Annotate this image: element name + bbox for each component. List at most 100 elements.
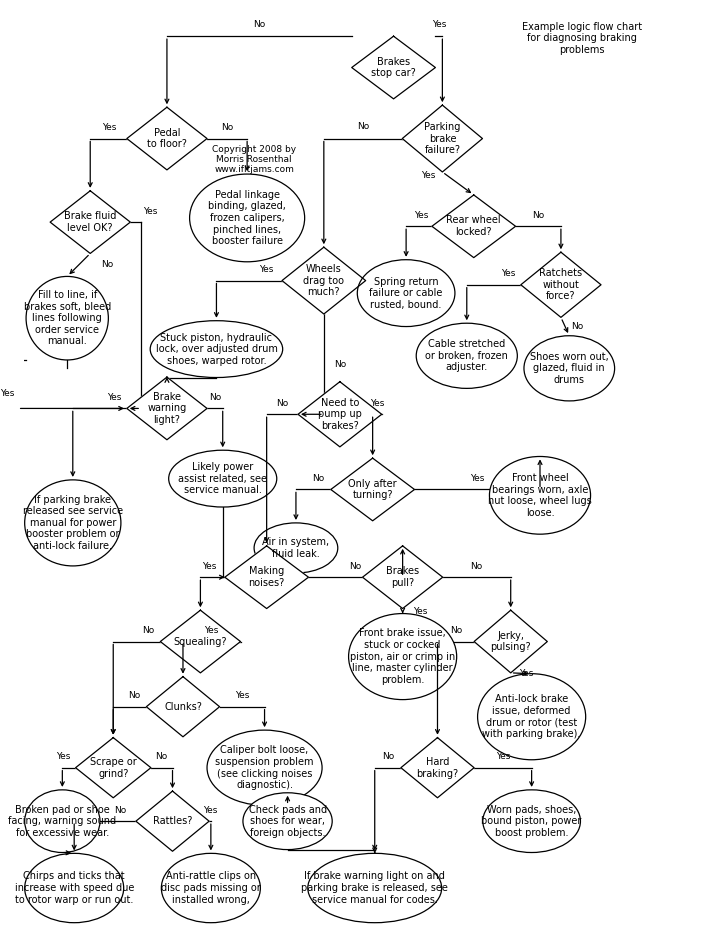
- Text: Yes: Yes: [421, 171, 435, 180]
- Ellipse shape: [349, 614, 457, 700]
- Text: Pedal
to floor?: Pedal to floor?: [147, 128, 187, 149]
- Ellipse shape: [161, 854, 261, 923]
- Polygon shape: [127, 107, 207, 170]
- Text: Fill to line, if
brakes soft, bleed
lines following
order service
manual.: Fill to line, if brakes soft, bleed line…: [24, 290, 111, 346]
- Text: Rattles?: Rattles?: [153, 816, 192, 827]
- Polygon shape: [432, 195, 516, 258]
- Ellipse shape: [477, 674, 586, 759]
- Ellipse shape: [25, 790, 100, 853]
- Text: Only after
turning?: Only after turning?: [348, 479, 397, 500]
- Text: Scrape or
grind?: Scrape or grind?: [90, 757, 136, 778]
- Text: No: No: [357, 122, 369, 132]
- Text: Yes: Yes: [470, 474, 484, 483]
- Ellipse shape: [150, 321, 283, 378]
- Text: Spring return
failure or cable
rusted, bound.: Spring return failure or cable rusted, b…: [370, 276, 443, 310]
- Text: No: No: [471, 562, 483, 571]
- Text: No: No: [128, 691, 140, 701]
- Polygon shape: [160, 610, 240, 673]
- Text: Yes: Yes: [56, 752, 70, 761]
- Polygon shape: [362, 546, 443, 608]
- Text: Yes: Yes: [0, 389, 14, 397]
- Ellipse shape: [483, 790, 580, 853]
- Text: No: No: [253, 20, 266, 29]
- Ellipse shape: [190, 174, 305, 262]
- Text: Parking
brake
failure?: Parking brake failure?: [425, 122, 461, 155]
- Text: Shoes worn out,
glazed, fluid in
drums: Shoes worn out, glazed, fluid in drums: [530, 352, 609, 385]
- Polygon shape: [225, 546, 308, 608]
- Text: No: No: [114, 806, 126, 815]
- Text: Anti-rattle clips on
disc pads missing or
installed wrong,: Anti-rattle clips on disc pads missing o…: [161, 871, 261, 905]
- Ellipse shape: [254, 522, 338, 573]
- Text: Yes: Yes: [519, 669, 534, 677]
- Text: No: No: [532, 211, 544, 220]
- Polygon shape: [127, 377, 207, 439]
- Text: Wheels
drag too
much?: Wheels drag too much?: [303, 264, 344, 298]
- Text: Brake fluid
level OK?: Brake fluid level OK?: [64, 211, 116, 233]
- Polygon shape: [331, 458, 414, 521]
- Ellipse shape: [490, 456, 591, 535]
- Text: Yes: Yes: [413, 606, 427, 616]
- Text: Yes: Yes: [414, 211, 429, 220]
- Text: Yes: Yes: [143, 207, 157, 216]
- Text: Ratchets
without
force?: Ratchets without force?: [539, 268, 583, 301]
- Polygon shape: [521, 252, 601, 317]
- Text: Worn pads, shoes,
bound piston, power
boost problem.: Worn pads, shoes, bound piston, power bo…: [482, 804, 582, 838]
- Text: Squealing?: Squealing?: [174, 636, 227, 647]
- Text: Yes: Yes: [203, 806, 217, 815]
- Ellipse shape: [524, 336, 614, 401]
- Text: Jerky,
pulsing?: Jerky, pulsing?: [490, 631, 531, 652]
- Text: No: No: [209, 393, 221, 402]
- Text: Example logic flow chart
for diagnosing braking
problems: Example logic flow chart for diagnosing …: [522, 21, 642, 55]
- Text: Air in system,
fluid leak.: Air in system, fluid leak.: [262, 537, 329, 559]
- Text: No: No: [450, 626, 462, 635]
- Text: If brake warning light on and
parking brake is released, see
service manual for : If brake warning light on and parking br…: [301, 871, 448, 905]
- Text: Cable stretched
or broken, frozen
adjuster.: Cable stretched or broken, frozen adjust…: [425, 340, 508, 372]
- Ellipse shape: [25, 480, 121, 566]
- Text: Brakes
pull?: Brakes pull?: [386, 566, 419, 588]
- Text: No: No: [571, 322, 583, 331]
- Text: No: No: [334, 359, 347, 369]
- Text: Brakes
stop car?: Brakes stop car?: [371, 57, 416, 78]
- Ellipse shape: [357, 259, 455, 327]
- Text: Need to
pump up
brakes?: Need to pump up brakes?: [318, 397, 362, 431]
- Text: Pedal linkage
binding, glazed,
frozen calipers,
pinched lines,
booster failure: Pedal linkage binding, glazed, frozen ca…: [208, 189, 286, 246]
- Text: Caliper bolt loose,
suspension problem
(see clicking noises
diagnostic).: Caliper bolt loose, suspension problem (…: [215, 745, 314, 790]
- Ellipse shape: [169, 451, 277, 507]
- Ellipse shape: [207, 731, 322, 805]
- Text: Clunks?: Clunks?: [164, 702, 202, 712]
- Polygon shape: [402, 105, 482, 172]
- Text: Front wheel
bearings worn, axle
nut loose, wheel lugs
loose.: Front wheel bearings worn, axle nut loos…: [488, 473, 592, 518]
- Ellipse shape: [25, 854, 123, 923]
- Text: Brake
warning
light?: Brake warning light?: [147, 392, 186, 425]
- Ellipse shape: [416, 323, 518, 388]
- Text: Yes: Yes: [370, 399, 384, 408]
- Text: Yes: Yes: [259, 265, 274, 274]
- Text: If parking brake
released see service
manual for power
booster problem or
anti-l: If parking brake released see service ma…: [22, 494, 123, 551]
- Polygon shape: [401, 738, 474, 798]
- Text: Likely power
assist related, see
service manual.: Likely power assist related, see service…: [178, 462, 267, 495]
- Polygon shape: [50, 190, 131, 254]
- Polygon shape: [282, 247, 365, 314]
- Text: Yes: Yes: [501, 270, 516, 278]
- Text: No: No: [277, 399, 289, 408]
- Polygon shape: [352, 36, 435, 99]
- Ellipse shape: [308, 854, 442, 923]
- Text: Yes: Yes: [202, 562, 217, 571]
- Text: No: No: [312, 474, 324, 483]
- Polygon shape: [147, 676, 219, 737]
- Text: Yes: Yes: [432, 20, 446, 29]
- Text: Yes: Yes: [107, 393, 121, 402]
- Polygon shape: [76, 738, 151, 798]
- Text: Anti-lock brake
issue, deformed
drum or rotor (test
with parking brake).: Anti-lock brake issue, deformed drum or …: [482, 694, 580, 739]
- Text: Broken pad or shoe
facing, warning sound
for excessive wear.: Broken pad or shoe facing, warning sound…: [8, 804, 116, 838]
- Text: No: No: [100, 260, 113, 270]
- Polygon shape: [298, 382, 382, 447]
- Text: Chirps and ticks that
increase with speed due
to rotor warp or run out.: Chirps and ticks that increase with spee…: [14, 871, 134, 905]
- Text: Stuck piston, hydraulic
lock, over adjusted drum
shoes, warped rotor.: Stuck piston, hydraulic lock, over adjus…: [155, 332, 277, 366]
- Ellipse shape: [243, 793, 332, 850]
- Text: No: No: [221, 123, 233, 132]
- Text: Hard
braking?: Hard braking?: [417, 757, 458, 778]
- Text: Yes: Yes: [496, 752, 510, 761]
- Text: Front brake issue,
stuck or cocked
piston, air or crimp in
line, master cylinder: Front brake issue, stuck or cocked pisto…: [350, 629, 456, 685]
- Text: Making
noises?: Making noises?: [248, 566, 284, 588]
